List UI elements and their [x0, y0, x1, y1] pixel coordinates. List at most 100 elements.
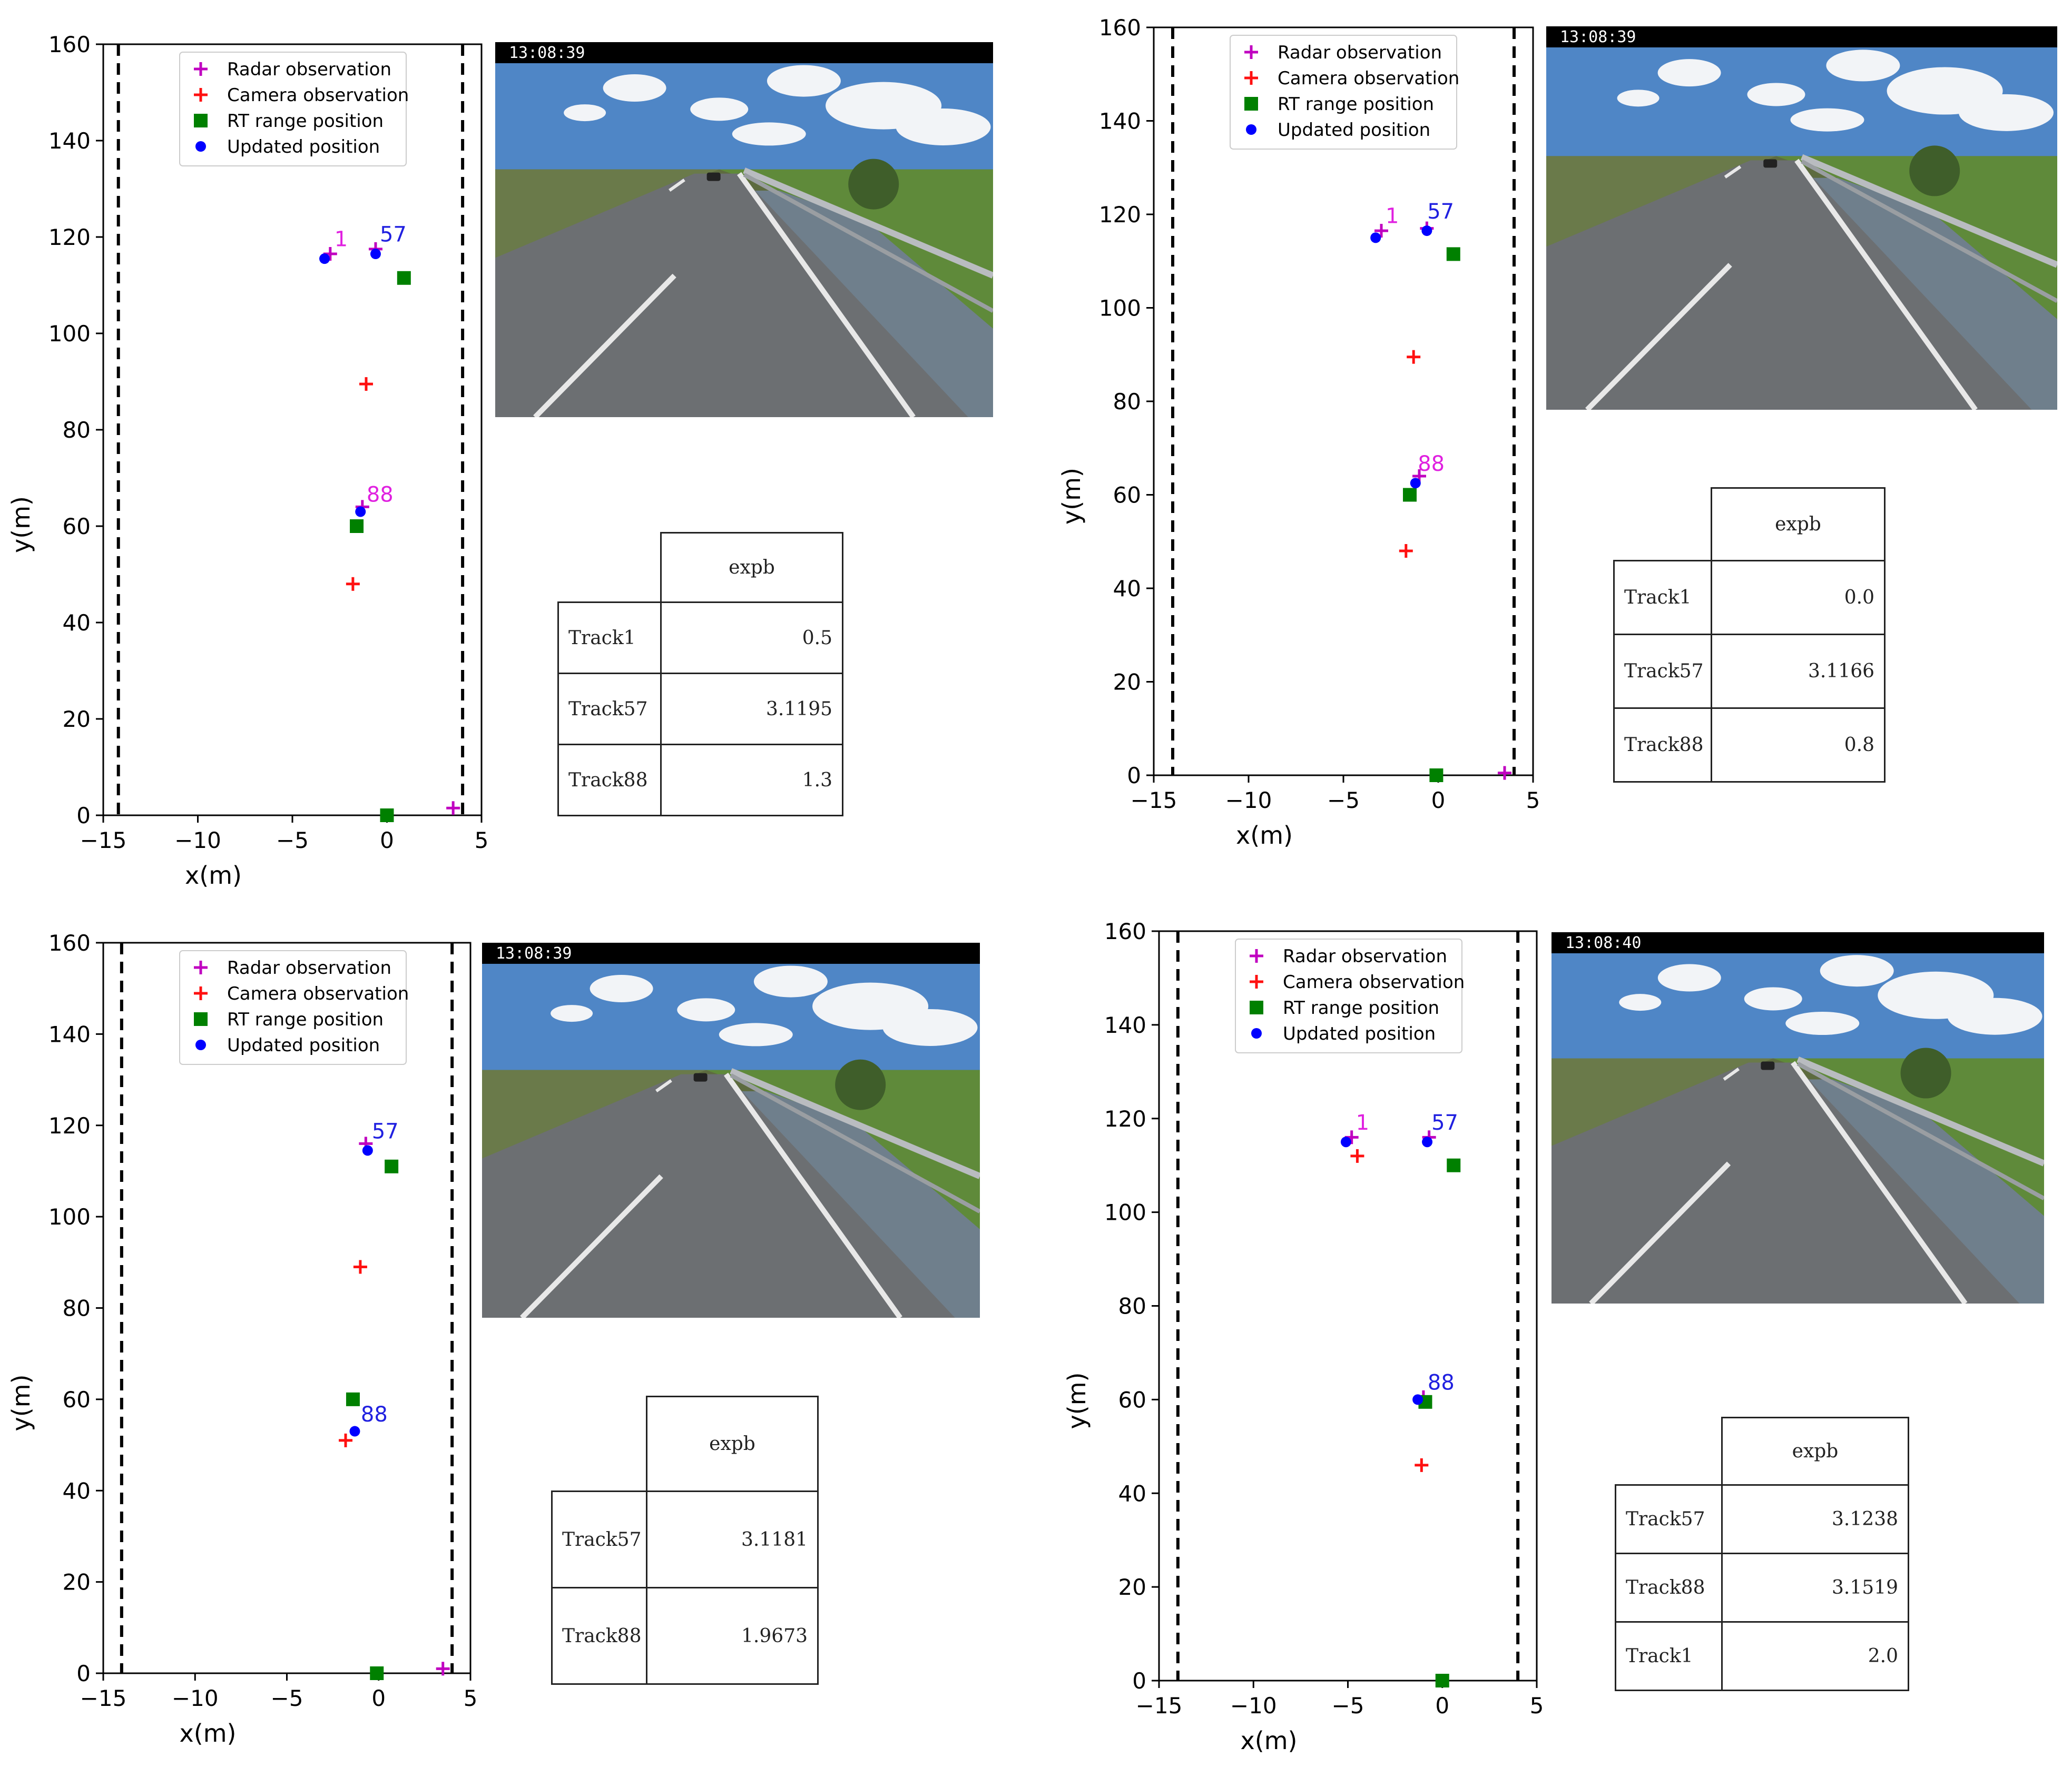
table-row-name: Track57 [1615, 1484, 1723, 1554]
table-row-value: 0.8 [1711, 707, 1886, 783]
data-point-plus [339, 1433, 353, 1447]
legend-entry: RT range position [227, 1009, 384, 1030]
table-row-value: 3.1166 [1711, 634, 1886, 709]
y-axis-label: y(m) [7, 1375, 35, 1432]
data-point-square [370, 1666, 384, 1680]
expb-table-2: expb Track1 0.0 Track57 3.1166 Track88 0.8 [1613, 487, 1886, 783]
legend-entry: Radar observation [1283, 946, 1447, 967]
camera-frame-3: 13:08:39 [482, 943, 980, 1318]
data-point-circle [1412, 1394, 1423, 1405]
data-point-square [1447, 1158, 1461, 1172]
table-row-name: Track57 [557, 673, 662, 745]
y-tick-label: 100 [48, 1204, 91, 1230]
legend-entry: Updated position [1278, 120, 1430, 141]
table-row-name: Track1 [1615, 1621, 1723, 1691]
legend-entry: Camera observation [227, 85, 409, 106]
data-point-plus [436, 1662, 450, 1676]
y-tick-label: 80 [1118, 1294, 1146, 1319]
y-tick-label: 140 [48, 128, 91, 154]
table-row-name: Track88 [1613, 707, 1712, 783]
data-point-plus [1374, 224, 1388, 238]
legend-marker-plus [1244, 71, 1258, 85]
track-label: 1 [1386, 204, 1399, 229]
legend-entry: Radar observation [227, 59, 391, 80]
x-tick-label: −10 [1230, 1693, 1277, 1719]
x-axis-label: x(m) [1241, 1726, 1298, 1755]
y-tick-label: 120 [1099, 202, 1141, 228]
road-scene-image [1551, 953, 2044, 1304]
y-tick-label: 100 [48, 321, 91, 347]
x-tick-label: 5 [1526, 787, 1540, 813]
y-tick-label: 160 [48, 32, 91, 57]
table-row-value: 2.0 [1721, 1621, 1909, 1691]
data-point-circle [1370, 232, 1381, 243]
y-tick-label: 40 [63, 610, 91, 636]
y-tick-label: 40 [1113, 576, 1141, 601]
data-point-plus [346, 577, 360, 591]
y-tick-label: 80 [1113, 389, 1141, 414]
legend-marker-circle [195, 1040, 206, 1050]
y-tick-label: 0 [76, 1661, 91, 1686]
data-point-plus [1350, 1149, 1364, 1163]
data-point-plus [1415, 1458, 1429, 1472]
data-point-square [1403, 488, 1417, 502]
data-point-circle [370, 249, 381, 260]
data-point-circle [355, 506, 366, 517]
y-tick-label: 0 [76, 803, 91, 828]
legend-marker-square [194, 114, 208, 127]
x-tick-label: 0 [1435, 1693, 1449, 1719]
table-row-value: 3.1181 [646, 1490, 819, 1588]
table-row-name: Track1 [557, 601, 662, 674]
x-tick-label: 0 [371, 1685, 386, 1711]
track-label: 57 [1431, 1111, 1458, 1135]
table-row-value: 3.1238 [1721, 1484, 1909, 1554]
timestamp-4: 13:08:40 [1565, 934, 1642, 952]
camera-frame-4: 13:08:40 [1551, 932, 2044, 1304]
camera-frame-2: 13:08:39 [1546, 26, 2057, 410]
scatter-chart-1: −15 −10 −5 0 5 0 20 40 60 80 100 120 140 160 x(m) y(m) R… [7, 32, 488, 890]
legend-entry: Updated position [227, 136, 380, 157]
data-point-square [1435, 1674, 1449, 1687]
timestamp-3: 13:08:39 [496, 944, 572, 963]
track-label: 57 [1427, 200, 1454, 224]
legend-marker-plus [194, 986, 208, 1000]
road-scene-image [495, 63, 993, 417]
y-tick-label: 0 [1127, 763, 1141, 788]
data-point-circle [319, 253, 330, 264]
table-header: expb [646, 1396, 819, 1492]
x-tick-label: −5 [1327, 787, 1360, 813]
legend-marker-circle [1251, 1028, 1262, 1039]
y-tick-label: 60 [63, 514, 91, 539]
x-axis-label: x(m) [1236, 821, 1293, 850]
data-point-square [397, 271, 411, 285]
table-header: expb [1721, 1417, 1909, 1486]
data-point-plus [1498, 766, 1511, 780]
legend-entry: RT range position [1278, 94, 1434, 115]
data-point-plus [359, 377, 374, 391]
data-point-plus [1407, 350, 1421, 364]
legend-entry: Radar observation [1278, 42, 1442, 63]
table-header: expb [660, 532, 843, 603]
data-point-square [1446, 247, 1460, 261]
legend-box [1235, 939, 1462, 1053]
x-tick-label: 0 [380, 827, 394, 853]
x-tick-label: −15 [1136, 1693, 1183, 1719]
table-row-value: 3.1519 [1721, 1553, 1909, 1623]
camera-frame-1: 13:08:39 [495, 42, 993, 417]
x-axis-label: x(m) [180, 1719, 237, 1748]
y-tick-label: 120 [48, 224, 91, 250]
expb-table-1: expb Track1 0.5 Track57 3.1195 Track88 1.3 [557, 532, 843, 816]
y-tick-label: 140 [48, 1021, 91, 1047]
table-row-name: Track57 [1613, 634, 1712, 709]
legend-marker-circle [1246, 124, 1256, 135]
track-label: 1 [1356, 1111, 1369, 1135]
y-tick-label: 140 [1104, 1012, 1146, 1038]
x-tick-label: −15 [1131, 787, 1177, 813]
x-tick-label: −5 [271, 1685, 303, 1711]
x-tick-label: −15 [80, 1685, 127, 1711]
data-point-square [1429, 768, 1443, 782]
legend-entry: RT range position [227, 111, 384, 132]
legend-marker-plus [1250, 975, 1263, 989]
y-tick-label: 80 [63, 417, 91, 443]
